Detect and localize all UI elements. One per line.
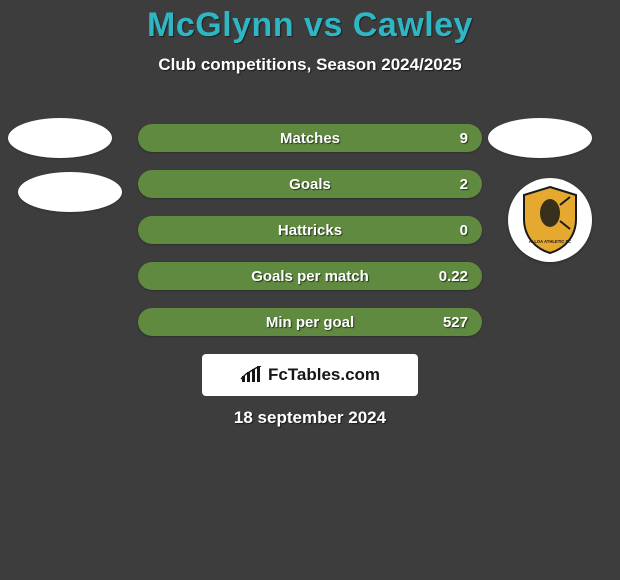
stat-row: Min per goal527 <box>138 308 482 336</box>
stat-row: Hattricks0 <box>138 216 482 244</box>
stat-label: Min per goal <box>138 314 482 331</box>
stat-label: Goals <box>138 176 482 193</box>
stat-value-right: 0 <box>460 222 468 239</box>
stats-table: Matches9Goals2Hattricks0Goals per match0… <box>138 124 482 354</box>
brand-text: FcTables.com <box>268 365 380 385</box>
stat-value-right: 0.22 <box>439 268 468 285</box>
stat-value-right: 9 <box>460 130 468 147</box>
subtitle: Club competitions, Season 2024/2025 <box>0 55 620 75</box>
comparison-infographic: McGlynn vs Cawley Club competitions, Sea… <box>0 0 620 580</box>
shield-icon: ALLOA ATHLETIC FC <box>520 185 580 255</box>
stat-row: Goals2 <box>138 170 482 198</box>
player-left-avatar-1 <box>8 118 112 158</box>
player-right-avatar <box>488 118 592 158</box>
svg-text:ALLOA ATHLETIC FC: ALLOA ATHLETIC FC <box>529 239 571 244</box>
bar-chart-icon <box>240 366 262 384</box>
date-line: 18 september 2024 <box>0 408 620 428</box>
stat-row: Goals per match0.22 <box>138 262 482 290</box>
stat-row: Matches9 <box>138 124 482 152</box>
player-left-avatar-2 <box>18 172 122 212</box>
stat-value-right: 527 <box>443 314 468 331</box>
brand-badge: FcTables.com <box>202 354 418 396</box>
stat-value-right: 2 <box>460 176 468 193</box>
club-crest-right: ALLOA ATHLETIC FC <box>508 178 592 262</box>
stat-label: Matches <box>138 130 482 147</box>
stat-label: Hattricks <box>138 222 482 239</box>
stat-label: Goals per match <box>138 268 482 285</box>
page-title: McGlynn vs Cawley <box>0 0 620 45</box>
